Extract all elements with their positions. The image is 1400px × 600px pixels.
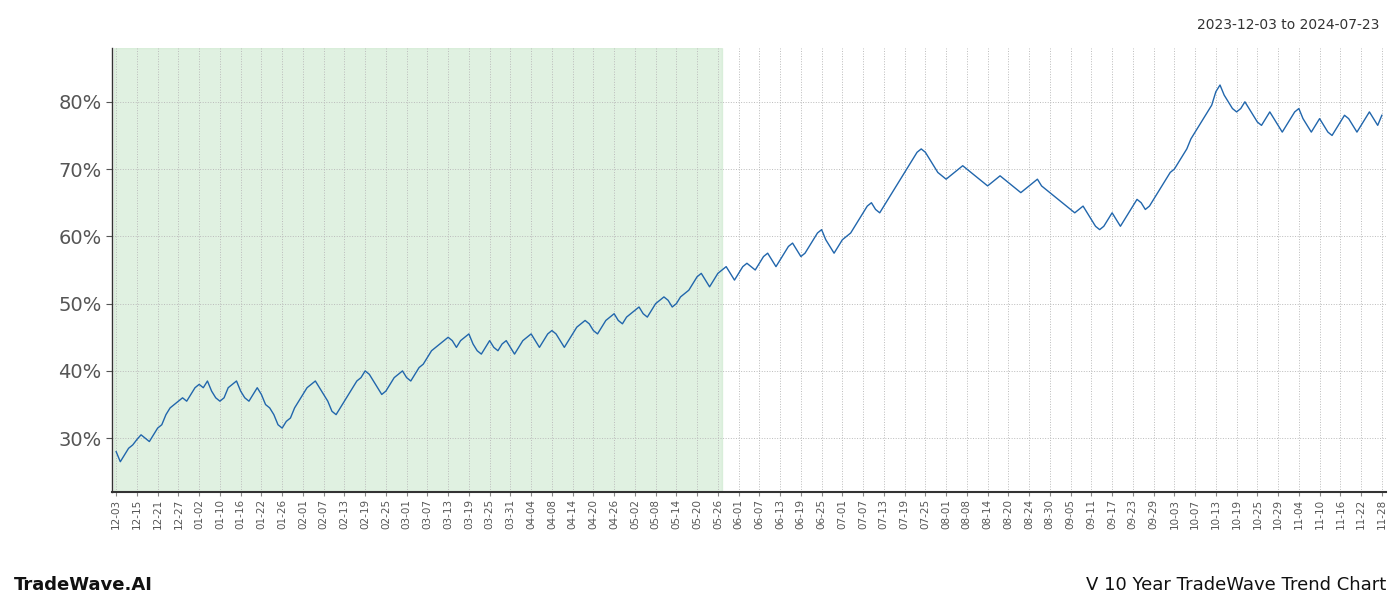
Bar	[113, 48, 722, 492]
Text: TradeWave.AI: TradeWave.AI	[14, 576, 153, 594]
Text: 2023-12-03 to 2024-07-23: 2023-12-03 to 2024-07-23	[1197, 18, 1379, 32]
Text: V 10 Year TradeWave Trend Chart: V 10 Year TradeWave Trend Chart	[1086, 576, 1386, 594]
